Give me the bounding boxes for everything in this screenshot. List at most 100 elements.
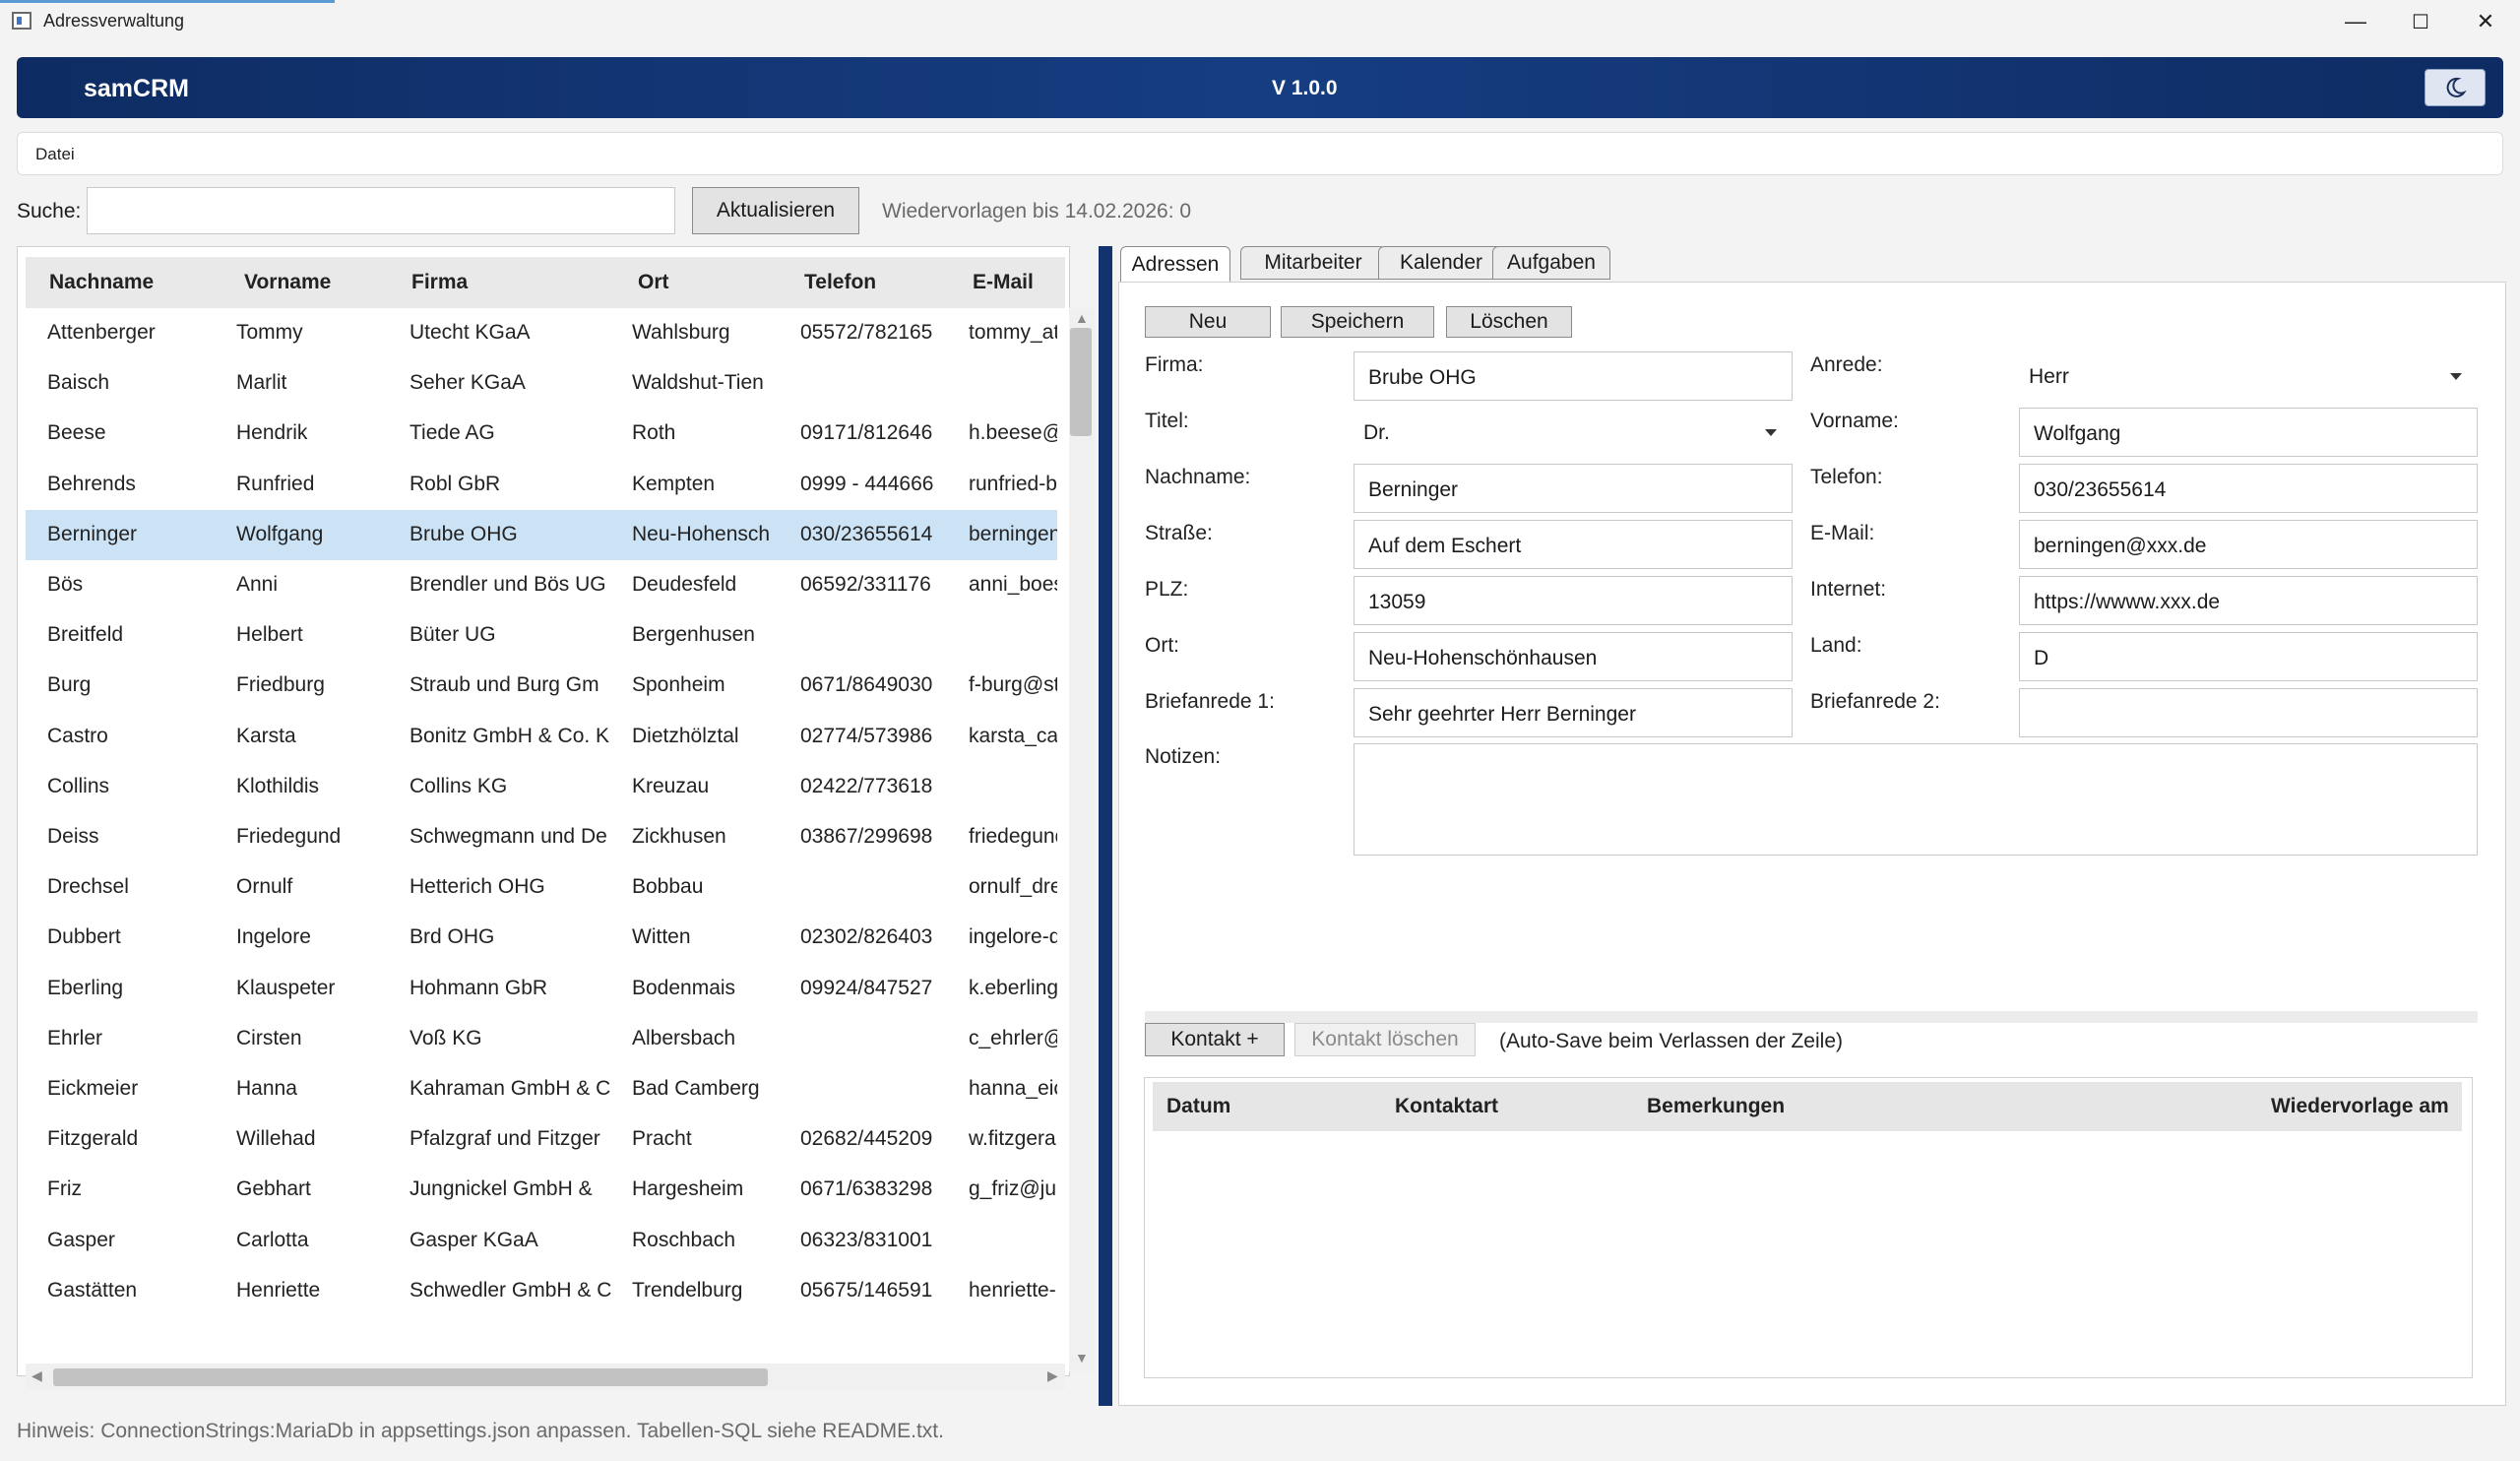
cell-ort: Kreuzau [632, 774, 710, 797]
vertical-scroll-thumb[interactable] [1070, 328, 1092, 436]
horizontal-scroll-thumb[interactable] [53, 1368, 768, 1386]
theme-toggle-button[interactable] [2425, 69, 2486, 106]
refresh-button[interactable]: Aktualisieren [692, 187, 859, 234]
brand-title: samCRM [84, 75, 189, 102]
column-header-kontaktart[interactable]: Kontaktart [1395, 1095, 1499, 1117]
cell-telefon: 03867/299698 [800, 825, 933, 848]
table-row[interactable]: Bös Anni Brendler und Bös UG Deudesfeld 0659… [26, 560, 1057, 610]
cell-telefon: 02422/773618 [800, 774, 933, 797]
maximize-button[interactable]: ☐ [2412, 11, 2429, 33]
email-field[interactable]: berningen@xxx.de [2019, 520, 2478, 569]
firma-field[interactable]: Brube OHG [1354, 351, 1793, 401]
cell-email: friedegund [969, 825, 1057, 848]
scroll-left-icon[interactable]: ◀ [32, 1367, 42, 1383]
anrede-select[interactable]: Herr [2019, 351, 2478, 401]
cell-firma: Robl GbR [410, 472, 501, 495]
table-row[interactable]: Gastätten Henriette Schwedler GmbH & C Tren… [26, 1266, 1057, 1312]
cell-ort: Bodenmais [632, 976, 736, 999]
column-header-datum[interactable]: Datum [1166, 1095, 1231, 1117]
table-row[interactable]: Breitfeld Helbert Büter UG Bergenhusen [26, 610, 1057, 661]
table-row[interactable]: Burg Friedburg Straub und Burg Gm Sponheim 0… [26, 661, 1057, 711]
table-row[interactable]: Gasper Carlotta Gasper KGaA Roschbach 06323/… [26, 1216, 1057, 1266]
cell-telefon: 0671/6383298 [800, 1177, 933, 1201]
save-button[interactable]: Speichern [1281, 306, 1434, 338]
table-row[interactable]: Drechsel Ornulf Hetterich OHG Bobbau ornulf_… [26, 862, 1057, 913]
table-row[interactable]: Deiss Friedegund Schwegmann und De Zickhuse… [26, 812, 1057, 862]
table-row[interactable]: Attenberger Tommy Utecht KGaA Wahlsburg 0557… [26, 308, 1057, 358]
cell-telefon: 0671/8649030 [800, 673, 933, 697]
table-row[interactable]: Eberling Klauspeter Hohmann GbR Bodenmais 09… [26, 964, 1057, 1014]
delete-contact-button[interactable]: Kontakt löschen [1294, 1023, 1476, 1056]
table-row[interactable]: Castro Karsta Bonitz GmbH & Co. K Dietzhölz… [26, 712, 1057, 762]
table-row[interactable]: Behrends Runfried Robl GbR Kempten 0999 - 44… [26, 460, 1057, 510]
table-row[interactable]: Berninger Wolfgang Brube OHG Neu-Hohensch 03… [26, 509, 1057, 560]
column-header-telefon[interactable]: Telefon [804, 271, 877, 293]
table-row[interactable]: Eickmeier Hanna Kahraman GmbH & C Bad Cambe… [26, 1064, 1057, 1114]
vertical-scrollbar[interactable] [1069, 308, 1095, 1371]
scroll-down-icon[interactable]: ▼ [1075, 1350, 1089, 1366]
cell-email: runfried-b [969, 472, 1057, 495]
minimize-button[interactable]: — [2345, 9, 2366, 33]
table-row[interactable]: Baisch Marlit Seher KGaA Waldshut-Tien [26, 358, 1057, 409]
cell-vorname: Wolfgang [236, 522, 324, 545]
telefon-field[interactable]: 030/23655614 [2019, 464, 2478, 513]
cell-ort: Bergenhusen [632, 623, 755, 647]
notizen-field[interactable] [1354, 743, 2478, 856]
cell-ort: Zickhusen [632, 825, 726, 848]
titel-select[interactable]: Dr. [1354, 408, 1793, 457]
table-row[interactable]: Friz Gebhart Jungnickel GmbH & Hargesheim 06… [26, 1165, 1057, 1215]
internet-field[interactable]: https://wwww.xxx.de [2019, 576, 2478, 625]
tab-mitarbeiter[interactable]: Mitarbeiter [1240, 246, 1386, 280]
followup-status: Wiedervorlagen bis 14.02.2026: 0 [882, 200, 1192, 222]
label-ort: Ort: [1145, 634, 1179, 657]
cell-vorname: Tommy [236, 321, 303, 344]
add-contact-button[interactable]: Kontakt + [1145, 1023, 1285, 1056]
cell-vorname: Ingelore [236, 925, 311, 949]
column-header-wiedervorlage[interactable]: Wiedervorlage am [2271, 1095, 2449, 1117]
contact-table-header: Datum Kontaktart Bemerkungen Wiedervorla… [1153, 1082, 2462, 1131]
tab-aufgaben[interactable]: Aufgaben [1492, 246, 1610, 280]
table-row[interactable]: Ehrler Cirsten Voß KG Albersbach c_ehrler@v [26, 1014, 1057, 1064]
close-button[interactable]: ✕ [2476, 9, 2495, 33]
plz-field[interactable]: 13059 [1354, 576, 1793, 625]
column-header-email[interactable]: E-Mail [973, 271, 1034, 293]
ort-field[interactable]: Neu-Hohenschönhausen [1354, 632, 1793, 681]
cell-firma: Jungnickel GmbH & [410, 1177, 593, 1201]
section-divider [1145, 1011, 2478, 1023]
cell-nachname: Baisch [47, 371, 110, 395]
nachname-field[interactable]: Berninger [1354, 464, 1793, 513]
table-row[interactable]: Beese Hendrik Tiede AG Roth 09171/812646 h.be… [26, 409, 1057, 459]
briefanrede-1-field[interactable]: Sehr geehrter Herr Berninger [1354, 688, 1793, 737]
scroll-right-icon[interactable]: ▶ [1047, 1367, 1058, 1383]
menu-item-datei[interactable]: Datei [35, 145, 75, 163]
column-header-vorname[interactable]: Vorname [244, 271, 332, 293]
scroll-up-icon[interactable]: ▲ [1075, 310, 1089, 326]
strasse-field[interactable]: Auf dem Eschert [1354, 520, 1793, 569]
cell-vorname: Friedegund [236, 825, 342, 848]
delete-button[interactable]: Löschen [1446, 306, 1572, 338]
vorname-field[interactable]: Wolfgang [2019, 408, 2478, 457]
cell-firma: Schwedler GmbH & C [410, 1278, 612, 1302]
land-field[interactable]: D [2019, 632, 2478, 681]
new-button[interactable]: Neu [1145, 306, 1271, 338]
tab-adressen[interactable]: Adressen [1120, 246, 1230, 284]
table-row[interactable]: Fitzgerald Willehad Pfalzgraf und Fitzger P… [26, 1114, 1057, 1165]
titel-value: Dr. [1363, 421, 1390, 444]
cell-telefon: 09924/847527 [800, 976, 933, 999]
briefanrede-2-field[interactable] [2019, 688, 2478, 737]
cell-firma: Schwegmann und De [410, 825, 607, 848]
panel-splitter[interactable] [1099, 246, 1112, 1406]
cell-nachname: Drechsel [47, 875, 129, 899]
table-row[interactable]: Dubbert Ingelore Brd OHG Witten 02302/826403… [26, 913, 1057, 963]
tab-kalender[interactable]: Kalender [1378, 246, 1504, 280]
column-header-bemerkungen[interactable]: Bemerkungen [1647, 1095, 1786, 1117]
cell-ort: Pracht [632, 1127, 692, 1151]
cell-nachname: Friz [47, 1177, 82, 1201]
column-header-firma[interactable]: Firma [411, 271, 469, 293]
cell-vorname: Klothildis [236, 774, 320, 797]
cell-telefon: 06592/331176 [800, 573, 931, 596]
column-header-nachname[interactable]: Nachname [49, 271, 155, 293]
column-header-ort[interactable]: Ort [638, 271, 669, 293]
table-row[interactable]: Collins Klothildis Collins KG Kreuzau 02422/… [26, 762, 1057, 812]
search-input[interactable] [87, 187, 675, 234]
